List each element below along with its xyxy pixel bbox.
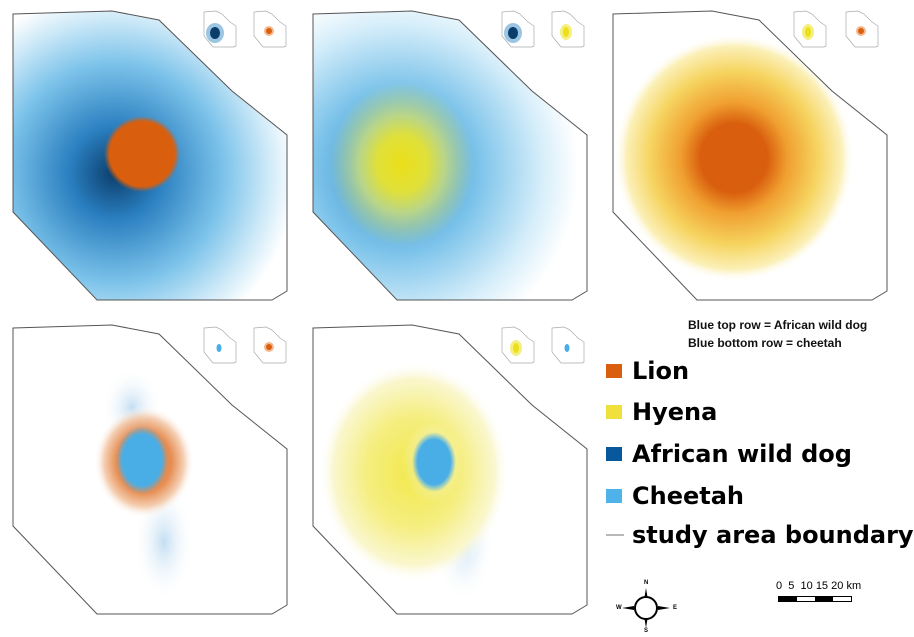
map-panel-dog-hyena xyxy=(304,8,596,303)
inset-map-dog xyxy=(202,10,238,48)
scale-tick: 15 xyxy=(815,580,829,592)
inset-map-lion xyxy=(252,10,288,48)
inset-map-lion xyxy=(844,10,880,48)
legend-item-boundary: study area boundary xyxy=(606,521,914,549)
legend-label: Hyena xyxy=(632,398,718,426)
legend-item-lion: Lion xyxy=(606,357,689,385)
compass-icon xyxy=(622,588,670,628)
legend-label: Cheetah xyxy=(632,482,745,510)
density-map xyxy=(312,324,588,615)
map-panel-hyena-lion xyxy=(604,8,896,303)
compass-e: E xyxy=(673,605,678,611)
scale-bar: 0 5 10 15 20 km xyxy=(776,580,886,604)
wild-dog-swatch xyxy=(606,447,622,461)
inset-map-hyena xyxy=(500,326,536,364)
inset-map-hyena xyxy=(550,10,586,48)
inset-map-hyena xyxy=(792,10,828,48)
scale-unit: km xyxy=(846,580,862,592)
note-bottom-row: Blue bottom row = cheetah xyxy=(688,336,842,350)
legend-label: study area boundary xyxy=(632,521,914,549)
boundary-outline xyxy=(612,10,888,301)
scale-bar-graphic xyxy=(778,596,852,602)
legend-item-hyena: Hyena xyxy=(606,398,717,426)
map-panel-cheetah-lion xyxy=(4,322,296,617)
scale-tick: 0 xyxy=(776,580,783,592)
density-map xyxy=(612,10,888,301)
boundary-outline xyxy=(12,10,288,301)
scale-tick: 20 xyxy=(831,580,844,592)
legend-label: African wild dog xyxy=(632,440,852,468)
inset-map-dog xyxy=(500,10,536,48)
note-top-row: Blue top row = African wild dog xyxy=(688,318,868,332)
compass-n: N xyxy=(644,580,649,586)
inset-map-cheetah xyxy=(550,326,586,364)
scale-tick: 5 xyxy=(788,580,795,592)
legend-item-wild-dog: African wild dog xyxy=(606,440,852,468)
map-panel-dog-lion xyxy=(4,8,296,303)
map-panel-cheetah-hyena xyxy=(304,322,596,617)
lion-swatch xyxy=(606,364,622,378)
boundary-outline xyxy=(312,10,588,301)
compass-s: S xyxy=(644,628,649,634)
north-arrow: N S W E xyxy=(616,580,688,634)
legend-item-cheetah: Cheetah xyxy=(606,482,744,510)
boundary-outline xyxy=(312,324,588,615)
density-map xyxy=(12,10,288,301)
boundary-outline xyxy=(12,324,288,615)
scale-labels: 0 5 10 15 20 km xyxy=(776,580,861,592)
cheetah-swatch xyxy=(606,489,622,503)
inset-map-lion xyxy=(252,326,288,364)
hyena-swatch xyxy=(606,405,622,419)
boundary-line-swatch xyxy=(606,534,624,536)
inset-map-cheetah xyxy=(202,326,238,364)
legend-label: Lion xyxy=(632,357,690,385)
scale-tick: 10 xyxy=(800,580,813,592)
density-map xyxy=(312,10,588,301)
compass-w: W xyxy=(616,605,622,611)
density-map xyxy=(12,324,288,615)
